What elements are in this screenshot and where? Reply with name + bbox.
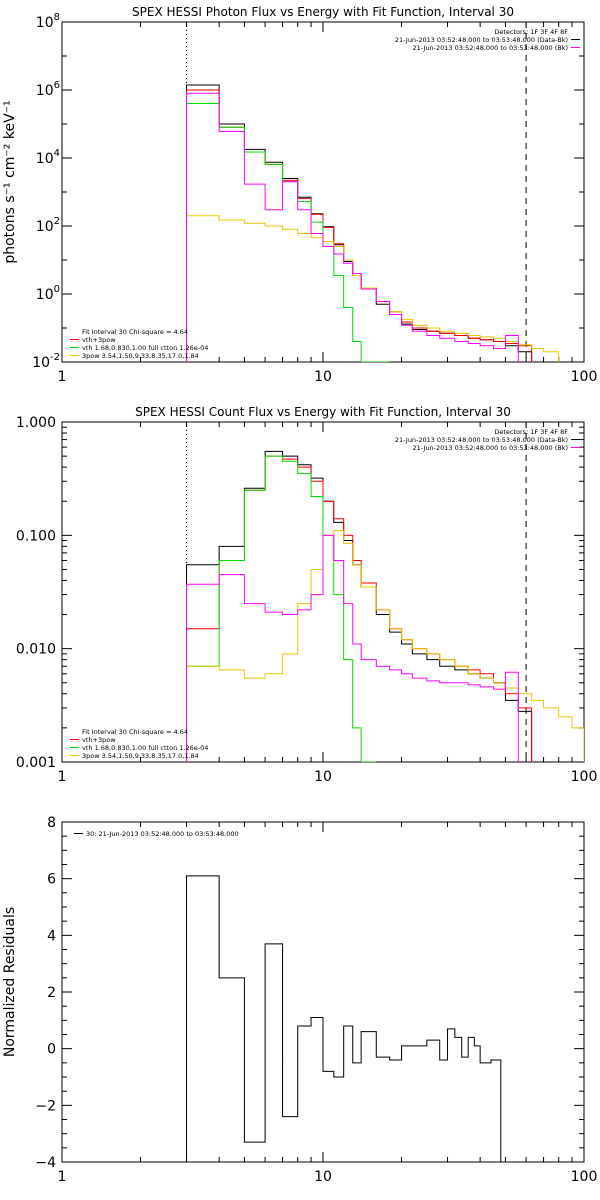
series-5-step-line <box>186 92 519 362</box>
series-group <box>186 84 560 362</box>
y-axis-label: photons s⁻¹ cm⁻² keV⁻¹ <box>2 100 18 263</box>
y-tick-label: 104 <box>36 148 60 167</box>
legend-text: Detectors: 1F 3F 4F 8F <box>494 28 568 36</box>
series-1-step-line <box>186 450 533 762</box>
y-tick-label: 108 <box>36 12 60 31</box>
y-tick-label: 6 <box>47 872 56 888</box>
y-tick-label: 4 <box>47 928 56 944</box>
series-5-step-line <box>186 534 519 762</box>
chart-panel-3: 1 10 100 −4 −2 0 2 4 6 8 Normalized Residuals 30: 2… <box>2 815 597 1185</box>
series-4-step-line <box>186 530 584 762</box>
x-tick-label: 100 <box>571 769 598 785</box>
x-tick-label: 1 <box>58 769 67 785</box>
legend-text: 21-Jun-2013 03:52:48.000 to 03:53:48.000… <box>395 436 568 444</box>
series-3-step-line <box>186 455 377 762</box>
plot-frame <box>61 21 585 363</box>
y-tick-label: 10-2 <box>32 352 60 371</box>
y-tick-label: −4 <box>35 1155 56 1171</box>
legend-text: Fit Interval 30 Chi-square = 4.64 <box>82 728 188 736</box>
x-tick-label: 100 <box>571 369 598 385</box>
y-tick-label: 1.000 <box>16 415 56 431</box>
y-tick-label: 102 <box>36 216 60 235</box>
y-tick-label: 0.001 <box>16 755 56 771</box>
series-1-step-line <box>186 875 502 1162</box>
y-tick-label: 0.100 <box>16 528 56 544</box>
legend-text: 21-Jun-2013 03:52:48.000 to 03:53:48.000… <box>413 44 568 52</box>
legend-text: vth+3pow <box>82 736 116 744</box>
x-tick-label: 1 <box>58 1169 67 1185</box>
series-2-step-line <box>186 455 533 762</box>
legend-text: 21-Jun-2013 03:52:48.000 to 03:53:48.000… <box>413 444 568 452</box>
series-1-step-line <box>186 84 533 362</box>
x-tick-label: 10 <box>314 369 332 385</box>
chart-title: SPEX HESSI Photon Flux vs Energy with Fi… <box>132 5 514 19</box>
legend-text: 21-Jun-2013 03:52:48.000 to 03:53:48.000… <box>395 36 568 44</box>
y-tick-label: −2 <box>35 1098 56 1114</box>
legend-text: 3pow 3.54,1.50,9.33,8.35,17.0,1.84 <box>82 752 199 760</box>
legend-text: vth 1.68,0.830,1.00 full ctton 1.26e-04 <box>82 744 208 752</box>
chart-title: SPEX HESSI Count Flux vs Energy with Fit… <box>135 405 511 419</box>
legend-text: vth 1.68,0.830,1.00 full ctton 1.26e-04 <box>82 344 208 352</box>
x-tick-label: 100 <box>571 1169 598 1185</box>
y-tick-label: 8 <box>47 815 56 831</box>
series-2-step-line <box>186 89 533 362</box>
series-3-step-line <box>186 103 390 362</box>
y-tick-label: 106 <box>36 80 60 99</box>
y-tick-label: 0.010 <box>16 642 56 658</box>
y-tick-label: 0 <box>47 1042 56 1058</box>
chart-panel-1: SPEX HESSI Photon Flux vs Energy with Fi… <box>2 5 597 385</box>
series-group <box>186 450 584 762</box>
chart-panel-2: SPEX HESSI Count Flux vs Energy with Fit… <box>16 405 597 785</box>
y-tick-label: 2 <box>47 985 56 1001</box>
legend-text: Fit Interval 30 Chi-square = 4.64 <box>82 328 188 336</box>
plot-frame <box>61 821 585 1163</box>
legend-text: vth+3pow <box>82 336 116 344</box>
x-tick-label: 10 <box>314 1169 332 1185</box>
y-tick-label: 100 <box>36 284 60 303</box>
legend-text: 30: 21-Jun-2013 03:52:48.000 to 03:53:48… <box>86 830 239 838</box>
y-axis-label: Normalized Residuals <box>2 907 18 1057</box>
x-tick-label: 10 <box>314 769 332 785</box>
legend-text: 3pow 3.54,1.50,9.33,8.35,17.0,1.84 <box>82 352 199 360</box>
legend-text: Detectors: 1F 3F 4F 8F <box>494 428 568 436</box>
series-group <box>186 875 502 1162</box>
x-tick-label: 1 <box>58 369 67 385</box>
